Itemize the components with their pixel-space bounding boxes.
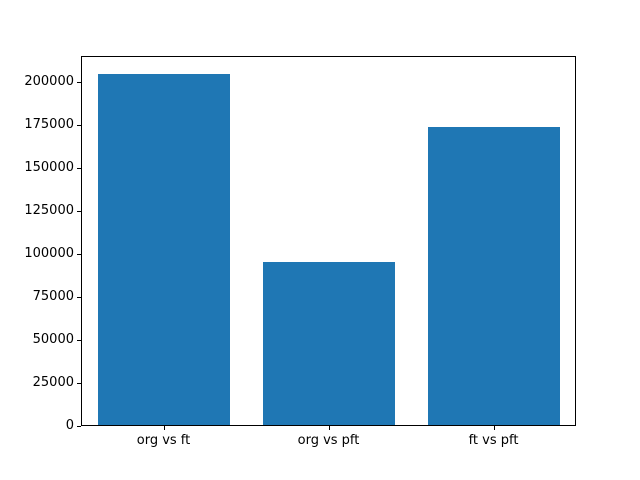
x-tick-mark (328, 426, 330, 430)
y-tick-label: 150000 (24, 159, 74, 175)
x-tick-mark (493, 426, 495, 430)
y-tick-mark (77, 81, 81, 83)
y-tick-label: 50000 (32, 331, 74, 347)
y-tick-mark (77, 296, 81, 298)
y-tick-mark (77, 253, 81, 255)
x-tick-label-org-vs-ft: org vs ft (136, 433, 191, 448)
y-tick-mark (77, 167, 81, 169)
bar-org-vs-ft (97, 73, 230, 425)
y-tick-mark (77, 210, 81, 212)
y-tick-mark (77, 339, 81, 341)
y-tick-label: 175000 (24, 116, 74, 132)
y-tick-mark (77, 382, 81, 384)
y-tick-label: 125000 (24, 202, 74, 218)
bar-ft-vs-pft (427, 127, 560, 425)
x-tick-label-ft-vs-pft: ft vs pft (468, 433, 519, 448)
y-tick-mark (77, 124, 81, 126)
y-tick-mark (77, 426, 81, 427)
y-tick-label: 200000 (24, 73, 74, 89)
y-tick-label: 25000 (32, 374, 74, 390)
plot-area (81, 56, 576, 426)
x-tick-mark (163, 426, 165, 430)
y-tick-label: 100000 (24, 245, 74, 261)
bar-org-vs-pft (262, 261, 395, 425)
y-tick-label: 0 (65, 418, 74, 433)
x-tick-label-org-vs-pft: org vs pft (297, 433, 360, 448)
y-tick-label: 75000 (32, 288, 74, 304)
